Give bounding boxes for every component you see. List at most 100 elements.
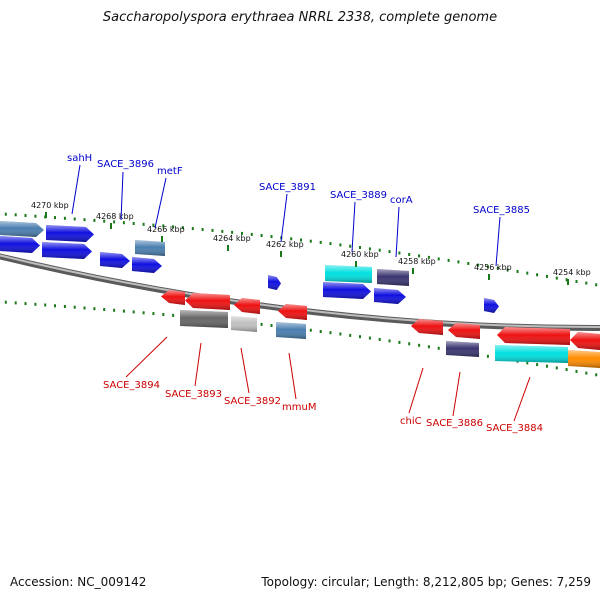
forward-scale-dot bbox=[457, 260, 460, 264]
gene-arrow-shade bbox=[46, 225, 94, 242]
reverse-scale-dot bbox=[152, 312, 155, 316]
forward-scale-dot bbox=[181, 226, 184, 230]
forward-scale-dot bbox=[4, 212, 7, 216]
reverse-scale-dot bbox=[24, 302, 27, 306]
reverse-scale-dot bbox=[162, 313, 165, 316]
gene-arrow-shade bbox=[497, 327, 570, 345]
tick-label: 4268 kbp bbox=[96, 212, 134, 221]
forward-scale-dot bbox=[496, 266, 499, 270]
reverse-scale-dot bbox=[44, 303, 47, 307]
reverse-scale-dot bbox=[93, 307, 96, 311]
tick-label: 4264 kbp bbox=[213, 234, 251, 243]
forward-scale-dot bbox=[221, 229, 224, 233]
reverse-scale-dot bbox=[132, 310, 135, 314]
tick-label: 4266 kbp bbox=[147, 225, 185, 234]
reverse-gene-label: mmuM bbox=[282, 402, 316, 413]
forward-gene-label: sahH bbox=[67, 153, 92, 164]
gene-arrow-shade bbox=[484, 298, 499, 313]
reverse-leader-line bbox=[288, 352, 297, 400]
forward-scale-dot bbox=[231, 230, 234, 234]
gene-arrow-shade bbox=[570, 332, 600, 350]
reverse-gene-label: SACE_3886 bbox=[426, 418, 483, 429]
gene-arrow-shade bbox=[278, 304, 307, 320]
forward-scale-dot bbox=[595, 283, 598, 287]
forward-scale-dot bbox=[250, 232, 253, 236]
reverse-scale-dot bbox=[546, 364, 548, 368]
reverse-scale-dot bbox=[536, 363, 539, 367]
forward-scale-dot bbox=[565, 278, 568, 282]
reverse-scale-dot bbox=[368, 336, 371, 340]
gene-arrow-shade bbox=[234, 298, 260, 314]
forward-scale-dot bbox=[241, 231, 243, 235]
reverse-gene-label: SACE_3884 bbox=[486, 423, 543, 434]
reverse-scale-dot bbox=[418, 343, 421, 347]
genome-summary-text: Topology: circular; Length: 8,212,805 bp… bbox=[261, 575, 591, 589]
forward-scale-dot bbox=[14, 213, 17, 217]
major-tick bbox=[567, 279, 569, 285]
forward-scale-dot bbox=[83, 218, 86, 222]
gene-arrow-shade bbox=[185, 293, 230, 310]
reverse-scale-dot bbox=[595, 373, 598, 377]
gene-arrow-shade bbox=[0, 221, 44, 237]
gene-arrow-shade bbox=[446, 341, 479, 357]
forward-scale-dot bbox=[388, 250, 391, 254]
gene-arrow-shade bbox=[411, 319, 443, 335]
reverse-scale-dot bbox=[103, 308, 106, 311]
tick-label: 4256 kbp bbox=[474, 263, 512, 272]
forward-leader-line bbox=[120, 171, 124, 221]
gene-arrow-shade bbox=[132, 257, 162, 273]
forward-gene-label: SACE_3885 bbox=[473, 205, 530, 216]
reverse-scale-dot bbox=[427, 345, 430, 349]
forward-leader-line bbox=[280, 193, 288, 243]
forward-scale-dot bbox=[349, 244, 352, 248]
reverse-scale-dot bbox=[359, 335, 361, 339]
forward-scale-dot bbox=[378, 248, 381, 252]
forward-scale-dot bbox=[486, 265, 489, 269]
forward-scale-dot bbox=[506, 268, 509, 272]
reverse-leader-line bbox=[194, 342, 202, 387]
forward-scale-dot bbox=[93, 218, 96, 222]
major-tick bbox=[110, 223, 112, 229]
forward-scale-dot bbox=[467, 262, 470, 265]
forward-scale-dot bbox=[300, 238, 302, 242]
reverse-scale-dot bbox=[54, 304, 56, 308]
tick-label: 4254 kbp bbox=[553, 268, 591, 277]
forward-scale-dot bbox=[122, 221, 125, 225]
gene-arrow-shade bbox=[42, 242, 92, 259]
forward-scale-dot bbox=[319, 240, 322, 244]
forward-leader-line bbox=[395, 206, 400, 258]
reverse-gene-label: SACE_3893 bbox=[165, 389, 222, 400]
forward-scale-dot bbox=[260, 234, 263, 237]
forward-scale-dot bbox=[270, 235, 273, 239]
forward-gene-label: SACE_3889 bbox=[330, 190, 387, 201]
reverse-gene-label: chiC bbox=[400, 416, 422, 427]
major-tick bbox=[488, 274, 490, 280]
reverse-scale-dot bbox=[339, 332, 342, 336]
forward-scale-dot bbox=[555, 276, 558, 280]
tick-label: 4270 kbp bbox=[31, 201, 69, 210]
major-tick bbox=[227, 245, 229, 251]
forward-scale-dot bbox=[113, 220, 116, 224]
forward-scale-dot bbox=[398, 251, 401, 255]
reverse-leader-line bbox=[125, 336, 168, 378]
reverse-scale-dot bbox=[34, 302, 37, 306]
reverse-scale-dot bbox=[309, 328, 312, 332]
forward-scale-dot bbox=[437, 257, 440, 261]
gene-arrow-shade bbox=[161, 290, 185, 305]
reverse-scale-dot bbox=[260, 322, 263, 326]
reverse-scale-dot bbox=[575, 369, 578, 373]
reverse-scale-dot bbox=[585, 371, 588, 375]
forward-scale-dot bbox=[477, 263, 480, 267]
forward-scale-dot bbox=[575, 280, 578, 283]
forward-scale-dot bbox=[546, 274, 548, 278]
gene-arrow-shade bbox=[180, 310, 228, 328]
forward-scale-dot bbox=[526, 271, 529, 275]
tick-label: 4258 kbp bbox=[398, 257, 436, 266]
forward-scale-dot bbox=[172, 225, 175, 229]
forward-scale-dot bbox=[339, 243, 342, 247]
forward-leader-line bbox=[495, 216, 501, 267]
gene-arrow-shade bbox=[135, 240, 165, 256]
forward-scale-dot bbox=[152, 223, 155, 227]
reverse-scale-dot bbox=[319, 330, 322, 333]
